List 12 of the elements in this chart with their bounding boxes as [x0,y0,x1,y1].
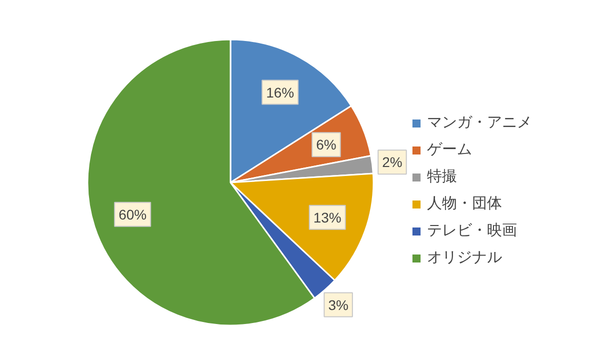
legend-label: 人物・団体 [427,194,502,213]
data-label: 16% [266,84,294,100]
legend-label: ゲーム [427,140,472,159]
legend-label: 特撮 [427,167,457,186]
data-label: 6% [316,136,336,153]
legend-label: オリジナル [427,248,502,267]
data-label: 60% [118,206,147,222]
data-label: 13% [313,209,342,226]
legend-label: マンガ・アニメ [427,113,532,132]
legend-label: テレビ・映画 [427,221,517,240]
data-label: 3% [328,296,348,313]
data-label: 2% [382,154,402,170]
